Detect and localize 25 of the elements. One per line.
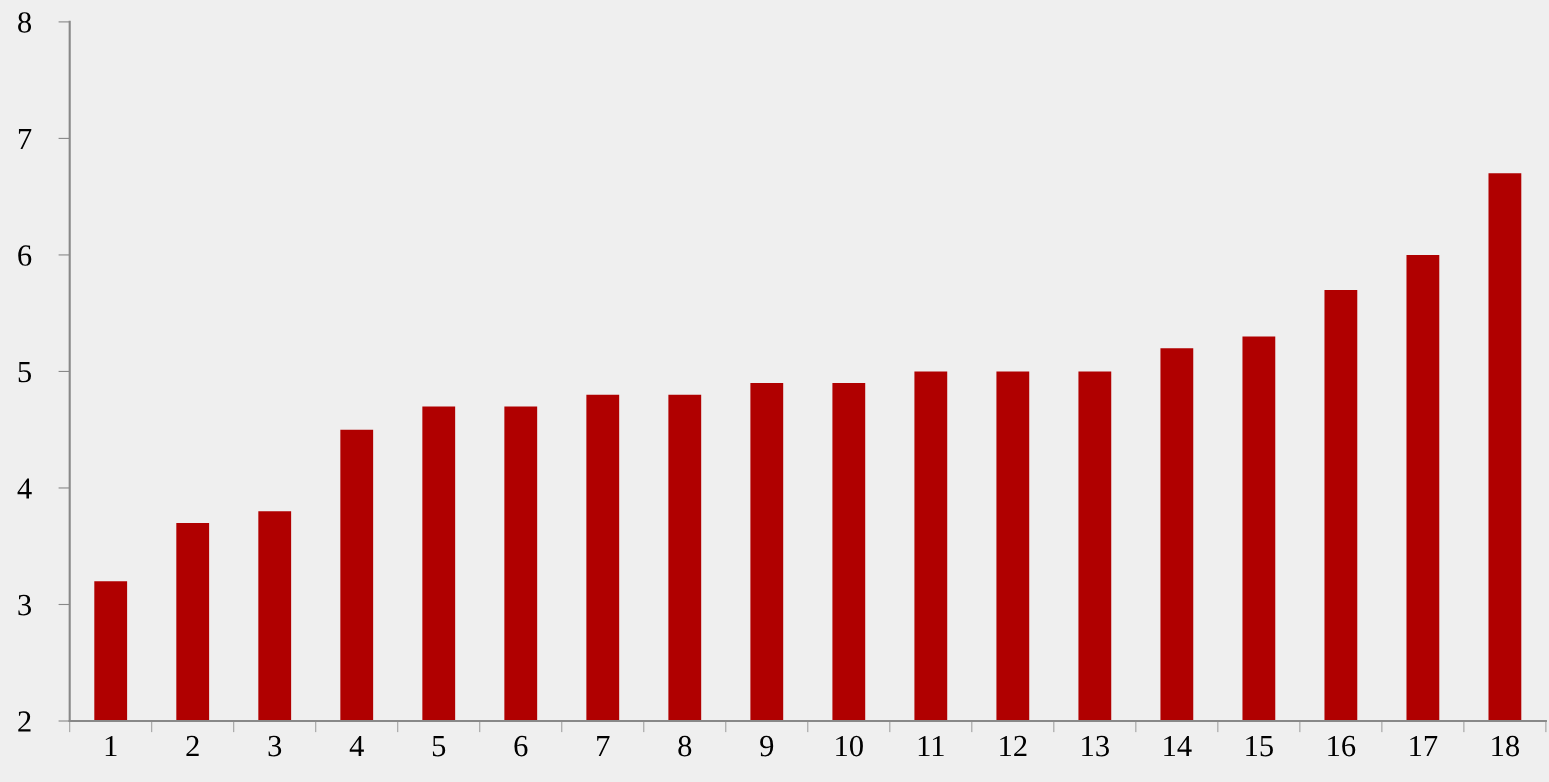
x-tick-label: 4 (349, 735, 364, 757)
x-tick-label: 15 (1246, 735, 1273, 757)
x-tick-label: 13 (1082, 735, 1109, 757)
x-tick-label: 12 (1000, 735, 1027, 757)
x-tick-label: 11 (918, 735, 944, 757)
x-tick-label: 3 (268, 735, 282, 757)
x-tick-label: 8 (678, 735, 692, 757)
x-tick-label: 10 (836, 735, 863, 757)
y-tick-label: 6 (18, 245, 32, 266)
x-tick-label: 6 (514, 735, 528, 757)
x-tick-label: 18 (1492, 735, 1520, 757)
x-tick-label: 5 (432, 736, 446, 757)
x-tick-label: 14 (1164, 735, 1192, 757)
x-tick-label: 7 (597, 736, 610, 757)
y-tick-label: 2 (18, 711, 31, 732)
y-tick-label: 7 (18, 129, 32, 150)
y-tick-label: 4 (17, 478, 32, 499)
x-tick-label: 16 (1328, 735, 1356, 757)
y-tick-label: 3 (18, 594, 32, 616)
x-tick-label: 9 (760, 735, 774, 757)
y-tick-label: 8 (18, 12, 32, 33)
x-tick-label: 17 (1410, 735, 1438, 757)
x-tick-label: 1 (105, 735, 117, 757)
x-tick-label: 2 (186, 735, 199, 757)
y-tick-label: 5 (18, 362, 32, 383)
